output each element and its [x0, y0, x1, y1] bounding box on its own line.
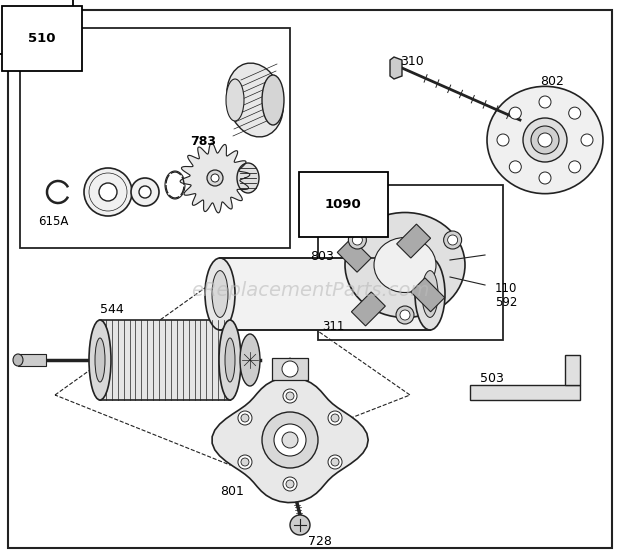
Circle shape: [539, 96, 551, 108]
Bar: [411, 278, 445, 312]
Polygon shape: [180, 143, 250, 213]
Bar: [272, 358, 308, 380]
Ellipse shape: [139, 186, 151, 198]
Polygon shape: [390, 57, 402, 79]
Text: 510: 510: [28, 32, 56, 45]
Ellipse shape: [99, 183, 117, 201]
Ellipse shape: [131, 178, 159, 206]
Text: 310: 310: [400, 55, 423, 68]
Text: eReplacementParts.com: eReplacementParts.com: [191, 281, 429, 300]
Circle shape: [290, 515, 310, 535]
Circle shape: [283, 477, 297, 491]
Circle shape: [238, 411, 252, 425]
Ellipse shape: [225, 338, 235, 382]
Ellipse shape: [219, 320, 241, 400]
Circle shape: [241, 458, 249, 466]
Text: 503: 503: [480, 372, 504, 385]
Text: 803: 803: [310, 250, 334, 263]
Circle shape: [331, 458, 339, 466]
Circle shape: [282, 432, 298, 448]
Ellipse shape: [487, 86, 603, 194]
Ellipse shape: [240, 334, 260, 386]
Ellipse shape: [211, 174, 219, 182]
Ellipse shape: [374, 237, 436, 292]
Circle shape: [569, 107, 581, 119]
Ellipse shape: [84, 168, 132, 216]
Circle shape: [569, 161, 581, 173]
Text: 544: 544: [100, 303, 124, 316]
Circle shape: [581, 134, 593, 146]
Bar: [20, 28, 290, 248]
Bar: [100, 320, 230, 400]
Ellipse shape: [212, 270, 228, 318]
Ellipse shape: [207, 170, 223, 186]
Bar: [337, 238, 371, 272]
Circle shape: [262, 412, 318, 468]
Ellipse shape: [89, 320, 111, 400]
Text: 801: 801: [220, 485, 244, 498]
Circle shape: [497, 134, 509, 146]
Circle shape: [241, 414, 249, 422]
Circle shape: [328, 455, 342, 469]
Ellipse shape: [262, 75, 284, 125]
Bar: [18, 354, 46, 366]
Text: 1090: 1090: [325, 198, 361, 211]
Circle shape: [274, 424, 306, 456]
Circle shape: [348, 231, 366, 249]
Bar: [565, 355, 580, 385]
Bar: [397, 224, 431, 258]
Text: 309: 309: [16, 12, 45, 26]
Ellipse shape: [226, 79, 244, 121]
Text: 802: 802: [540, 75, 564, 88]
Ellipse shape: [345, 212, 465, 318]
Circle shape: [448, 235, 458, 245]
Circle shape: [331, 414, 339, 422]
Bar: [220, 258, 430, 330]
Circle shape: [538, 133, 552, 147]
Circle shape: [523, 118, 567, 162]
Circle shape: [444, 231, 462, 249]
Circle shape: [509, 107, 521, 119]
Ellipse shape: [237, 163, 259, 193]
Bar: [352, 292, 386, 326]
Circle shape: [286, 392, 294, 400]
Text: 783: 783: [190, 135, 216, 148]
Circle shape: [539, 172, 551, 184]
Ellipse shape: [13, 354, 23, 366]
Bar: [470, 385, 580, 400]
Circle shape: [283, 389, 297, 403]
Circle shape: [531, 126, 559, 154]
Ellipse shape: [227, 63, 283, 137]
Circle shape: [286, 480, 294, 488]
Text: 615A: 615A: [38, 215, 68, 228]
Text: 110: 110: [495, 282, 517, 295]
Circle shape: [396, 306, 414, 324]
Ellipse shape: [95, 338, 105, 382]
Circle shape: [238, 455, 252, 469]
Ellipse shape: [205, 258, 235, 330]
Bar: [318, 185, 503, 340]
Text: 311: 311: [322, 320, 344, 333]
Text: 592: 592: [495, 296, 517, 309]
Ellipse shape: [422, 270, 438, 318]
Circle shape: [400, 310, 410, 320]
Text: 728: 728: [308, 535, 332, 548]
Ellipse shape: [415, 258, 445, 330]
Polygon shape: [212, 377, 368, 502]
Circle shape: [352, 235, 362, 245]
Circle shape: [509, 161, 521, 173]
Circle shape: [282, 361, 298, 377]
Circle shape: [328, 411, 342, 425]
